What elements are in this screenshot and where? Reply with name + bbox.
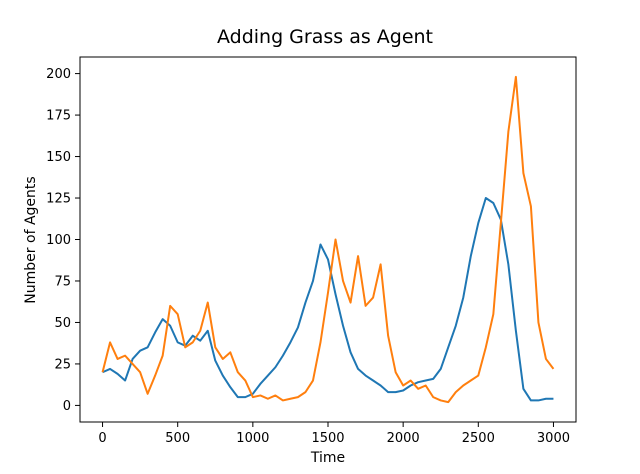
series-line-2	[101, 75, 555, 404]
x-tick-label: 500	[165, 431, 190, 446]
y-tick-label: 150	[46, 150, 71, 165]
x-tick-label: 0	[98, 431, 106, 446]
series-line-1	[102, 197, 554, 402]
y-tick-label: 50	[54, 316, 71, 331]
x-tick-label: 2000	[387, 431, 420, 446]
x-tick-label: 1500	[311, 431, 344, 446]
x-tick-label: 1000	[236, 431, 269, 446]
y-tick-label: 125	[46, 192, 71, 207]
y-tick-label: 175	[46, 109, 71, 124]
chart-title: Adding Grass as Agent	[217, 26, 433, 48]
y-axis-label: Number of Agents	[23, 176, 39, 303]
x-tick-label: 2500	[462, 431, 495, 446]
y-tick-label: 100	[46, 233, 71, 248]
series-layer	[101, 75, 555, 404]
plot-frame	[79, 56, 577, 423]
x-tick-label: 3000	[537, 431, 570, 446]
y-tick-label: 0	[63, 399, 71, 414]
y-tick-label: 200	[46, 67, 71, 82]
x-axis-ticks: 0 500 1000 1500 2000 2500 3000	[98, 422, 570, 446]
y-tick-label: 75	[54, 274, 71, 289]
y-tick-label: 25	[54, 357, 71, 372]
y-axis-ticks: 0 25 50 75 100 125 150 175 200	[46, 67, 80, 414]
x-axis-label: Time	[310, 450, 345, 466]
